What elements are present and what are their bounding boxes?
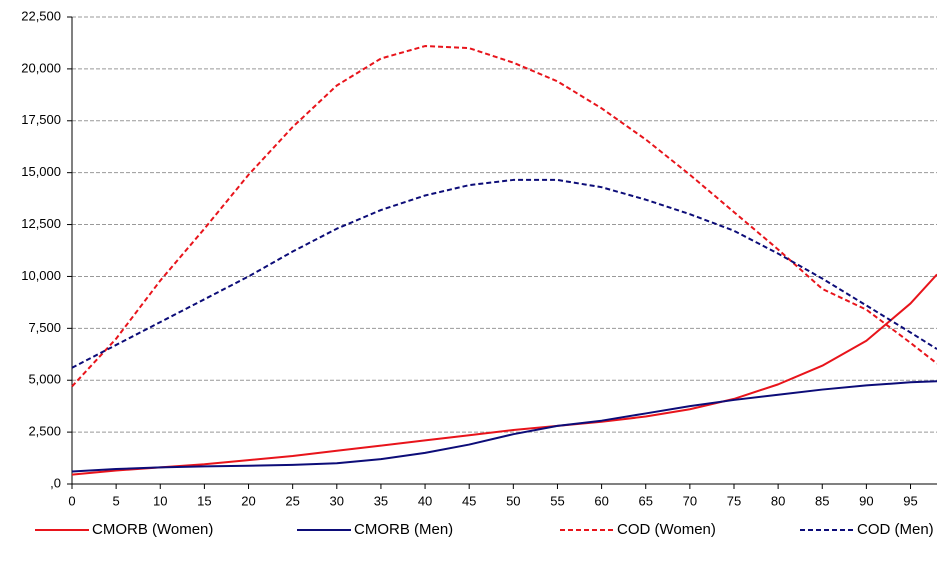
y-tick-label: 5,000 xyxy=(28,372,61,387)
series-line xyxy=(71,178,937,369)
x-tick-label: 15 xyxy=(197,493,211,508)
x-tick-label: 0 xyxy=(68,493,75,508)
series-line xyxy=(71,45,937,388)
x-tick-label: 10 xyxy=(153,493,167,508)
x-tick-label: 5 xyxy=(113,493,120,508)
y-tick-label: 7,500 xyxy=(28,320,61,335)
series-line xyxy=(71,273,937,476)
x-tick-label: 40 xyxy=(418,493,432,508)
legend-label: CMORB (Women) xyxy=(92,521,213,538)
x-tick-label: 45 xyxy=(462,493,476,508)
y-tick-label: 20,000 xyxy=(21,60,61,75)
x-tick-label: 80 xyxy=(771,493,785,508)
legend-label: COD (Men) xyxy=(857,521,934,538)
x-tick-label: 65 xyxy=(638,493,652,508)
x-tick-label: 70 xyxy=(683,493,697,508)
y-tick-label: 15,000 xyxy=(21,164,61,179)
y-tick-label: 10,000 xyxy=(21,268,61,283)
y-tick-label: 12,500 xyxy=(21,216,61,231)
x-tick-label: 55 xyxy=(550,493,564,508)
series-line xyxy=(71,380,937,473)
x-tick-label: 20 xyxy=(241,493,255,508)
legend-label: COD (Women) xyxy=(617,521,716,538)
x-tick-label: 90 xyxy=(859,493,873,508)
y-tick-label: ,0 xyxy=(50,475,61,490)
x-tick-label: 35 xyxy=(374,493,388,508)
y-tick-label: 17,500 xyxy=(21,112,61,127)
x-tick-label: 85 xyxy=(815,493,829,508)
y-tick-label: 22,500 xyxy=(21,8,61,23)
x-tick-label: 50 xyxy=(506,493,520,508)
x-tick-label: 30 xyxy=(330,493,344,508)
x-tick-label: 25 xyxy=(285,493,299,508)
legend-label: CMORB (Men) xyxy=(354,521,453,538)
x-tick-label: 95 xyxy=(903,493,917,508)
y-tick-label: 2,500 xyxy=(28,424,61,439)
x-tick-label: 75 xyxy=(727,493,741,508)
x-tick-label: 60 xyxy=(594,493,608,508)
